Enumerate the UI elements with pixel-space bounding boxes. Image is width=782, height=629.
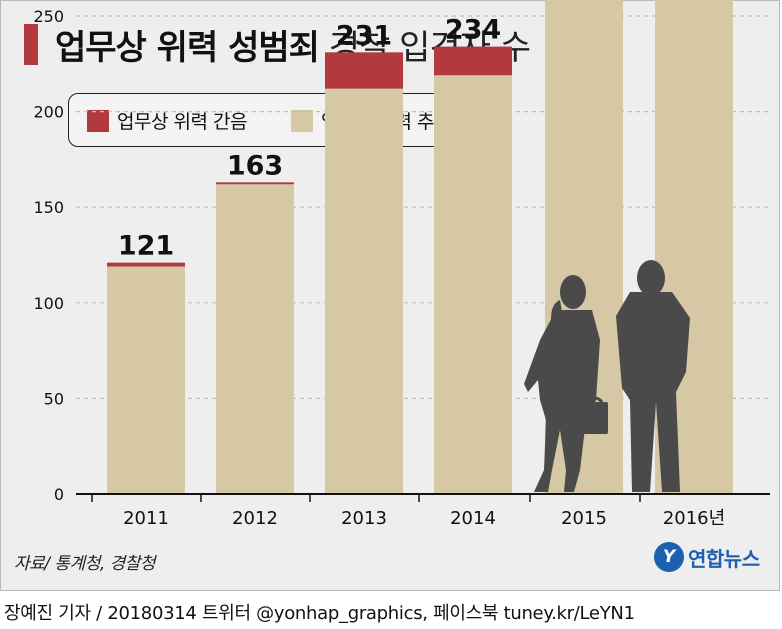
x-tick-label: 2013 [341, 508, 387, 529]
y-tick-label: 100 [33, 294, 64, 313]
yonhap-logo-icon: Y [654, 542, 684, 572]
legend-swatch-rape [87, 109, 109, 132]
woman-body [524, 310, 600, 492]
bar-rape-1 [216, 182, 294, 185]
man-head [637, 260, 665, 296]
briefcase [582, 402, 608, 434]
x-tick-label: 2015 [561, 508, 607, 529]
x-tick-label: 2014 [450, 508, 496, 529]
data-label: 121 [118, 231, 174, 262]
credit-line: 장예진 기자 / 20180314 트위터 @yonhap_graphics, … [4, 603, 635, 624]
y-tick-label: 150 [33, 198, 64, 217]
yonhap-logo: Y 연합뉴스 [654, 542, 760, 572]
business-people-silhouettes [524, 260, 690, 492]
woman-head [560, 275, 586, 309]
bar-molestation-1 [216, 184, 294, 495]
bar-rape-3 [434, 46, 512, 76]
y-tick-label: 0 [54, 485, 64, 504]
y-tick-label: 200 [33, 103, 64, 122]
legend-swatch-molestation [291, 109, 313, 132]
y-tick-label: 50 [44, 389, 64, 408]
legend-item-rape: 업무상 위력 간음 [87, 107, 247, 134]
bar-rape-2 [325, 52, 403, 89]
yonhap-logo-text: 연합뉴스 [688, 546, 760, 571]
x-tick-label: 2016년 [663, 508, 725, 529]
man-body [616, 292, 690, 492]
bar-rape-0 [107, 262, 185, 267]
bar-molestation-3 [434, 75, 512, 494]
bar-molestation-0 [107, 266, 185, 494]
y-tick-label: 250 [33, 7, 64, 26]
data-label: 234 [445, 15, 501, 46]
data-label: 231 [336, 20, 392, 51]
x-tick-label: 2012 [232, 508, 278, 529]
data-label: 163 [227, 150, 283, 181]
legend-label-rape: 업무상 위력 간음 [117, 111, 247, 133]
bar-molestation-2 [325, 88, 403, 494]
source-note: 자료/ 통계청, 경찰청 [14, 554, 156, 574]
title-accent-bar [24, 24, 38, 65]
title-main: 업무상 위력 성범죄 [55, 28, 320, 68]
x-tick-label: 2011 [123, 508, 169, 529]
